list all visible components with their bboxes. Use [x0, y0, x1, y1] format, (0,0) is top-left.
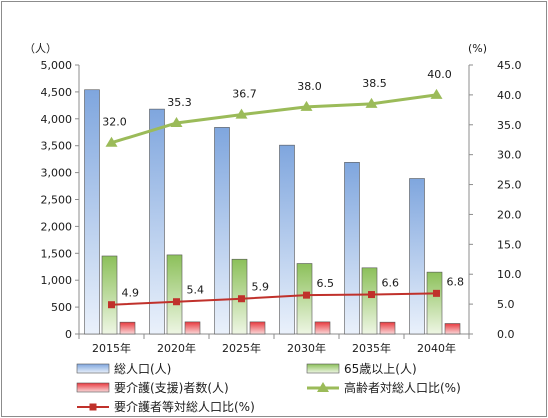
bar-series-1 — [279, 144, 295, 335]
bar-series-2 — [101, 255, 118, 335]
bar-series-1 — [149, 108, 165, 335]
x-tick-label: 2020年 — [157, 341, 196, 355]
legend-swatch — [76, 382, 110, 393]
data-label-series-1: 35.3 — [167, 96, 192, 109]
right-tick-label: 0.0 — [497, 328, 515, 341]
left-axis-unit: （人） — [24, 42, 57, 55]
data-label-series-2: 6.5 — [317, 277, 335, 290]
data-label-series-1: 32.0 — [102, 116, 127, 129]
left-tick-label: 500 — [51, 301, 72, 314]
legend-label: 総人口(人) — [114, 362, 171, 376]
right-tick-label: 30.0 — [497, 149, 522, 162]
right-tick-label: 5.0 — [497, 298, 515, 311]
legend-swatch — [306, 363, 340, 374]
bar-series-2 — [426, 271, 443, 335]
bar-series-2 — [296, 263, 313, 335]
legend-label: 要介護(支援)者数(人) — [114, 380, 229, 395]
bar-series-1 — [214, 127, 230, 335]
line-marker-2 — [238, 295, 245, 303]
right-tick-label: 10.0 — [497, 268, 522, 281]
bar-series-1 — [409, 178, 425, 335]
data-label-series-2: 6.8 — [447, 275, 465, 288]
x-tick-label: 2015年 — [92, 341, 131, 355]
line-marker-2 — [433, 289, 440, 297]
left-tick-label: 5,000 — [41, 59, 73, 72]
bar-series-3 — [184, 321, 201, 335]
data-label-series-2: 5.9 — [252, 281, 270, 294]
left-tick-label: 3,000 — [41, 167, 73, 180]
right-axis-unit: (%) — [468, 42, 487, 55]
line-marker-2 — [368, 291, 375, 299]
legend-label: 要介護者等対総人口比(%) — [114, 399, 255, 414]
data-label-series-1: 38.5 — [362, 77, 387, 90]
plot-area: 0 500 1,000 1,500 2,000 2,500 3,000 3,500 4,000 4… — [41, 59, 522, 355]
data-label-series-1: 40.0 — [427, 68, 452, 81]
x-tick-label: 2035年 — [352, 341, 391, 355]
legend: 総人口(人) 65歳以上(人) 要介護(支援)者数(人) 高齢者対総人口比(%) 要介護… — [76, 362, 461, 414]
bar-series-3 — [119, 321, 136, 335]
right-tick-label: 15.0 — [497, 238, 522, 251]
legend-marker — [89, 403, 97, 411]
left-tick-label: 1,500 — [41, 247, 73, 260]
line-marker-2 — [108, 301, 115, 309]
right-tick-label: 45.0 — [497, 59, 522, 72]
bar-series-1 — [84, 89, 100, 335]
right-tick-label: 20.0 — [497, 208, 522, 221]
x-tick-label: 2025年 — [222, 341, 261, 355]
bar-series-2 — [361, 267, 378, 335]
left-tick-label: 1,000 — [41, 274, 73, 287]
data-label-series-1: 36.7 — [232, 88, 257, 101]
legend-marker — [317, 382, 329, 392]
line-marker-2 — [173, 298, 180, 306]
left-tick-label: 4,000 — [41, 113, 73, 126]
bar-series-3 — [379, 321, 396, 335]
right-tick-label: 25.0 — [497, 179, 522, 192]
line-marker-1 — [235, 108, 248, 119]
bar-series-2 — [166, 254, 183, 335]
bar-series-3 — [249, 321, 266, 335]
line-marker-1 — [105, 136, 118, 147]
data-label-series-2: 4.9 — [122, 287, 140, 300]
line-marker-1 — [365, 97, 378, 108]
left-tick-label: 3,500 — [41, 140, 73, 153]
right-tick-label: 35.0 — [497, 119, 522, 132]
legend-label: 65歳以上(人) — [344, 362, 417, 376]
data-label-series-2: 6.6 — [382, 277, 400, 290]
data-label-series-2: 5.4 — [187, 284, 205, 297]
line-series-1 — [111, 93, 437, 145]
x-tick-label: 2040年 — [417, 341, 456, 355]
bar-series-3 — [444, 323, 461, 335]
right-tick-label: 40.0 — [497, 89, 522, 102]
x-tick-label: 2030年 — [287, 341, 326, 355]
line-marker-1 — [300, 100, 313, 111]
legend-label: 高齢者対総人口比(%) — [344, 380, 461, 395]
data-label-series-1: 38.0 — [297, 80, 322, 93]
line-marker-1 — [170, 116, 183, 127]
legend-swatch — [76, 363, 110, 374]
left-tick-label: 4,500 — [41, 86, 73, 99]
bar-series-3 — [314, 321, 331, 335]
left-tick-label: 2,500 — [41, 194, 73, 207]
line-marker-1 — [430, 88, 443, 99]
left-tick-label: 0 — [65, 328, 72, 341]
left-tick-label: 2,000 — [41, 220, 73, 233]
line-marker-2 — [303, 291, 310, 299]
bar-series-1 — [344, 162, 360, 335]
line-series-2 — [111, 292, 437, 306]
